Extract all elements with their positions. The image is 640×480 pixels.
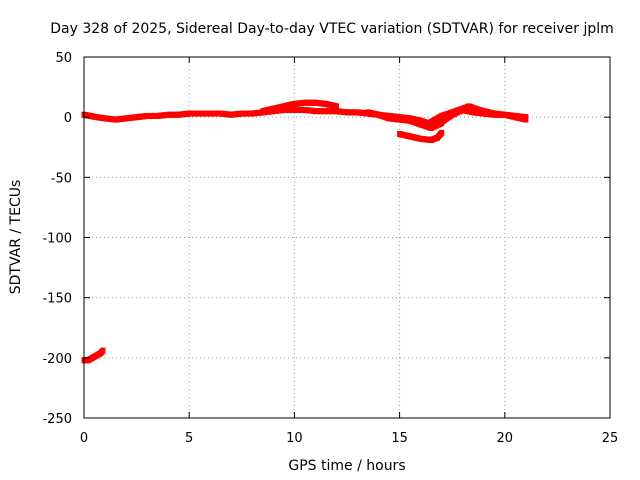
series-arc-start-low	[81, 347, 106, 364]
x-axis-title: GPS time / hours	[288, 458, 405, 474]
x-tick-label: 25	[602, 431, 619, 446]
x-tick-label: 10	[286, 431, 303, 446]
x-tick-label: 5	[185, 431, 193, 446]
x-tick-label: 0	[80, 431, 88, 446]
x-tick-label: 20	[497, 431, 514, 446]
y-tick-label: -200	[42, 352, 72, 367]
data-point	[333, 103, 339, 110]
chart-title: Day 328 of 2025, Sidereal Day-to-day VTE…	[50, 21, 614, 37]
data-point	[100, 347, 106, 354]
axis-ticks: 0 5 10 15 20 25 -250 -200 -150 -100 -50 0 50	[42, 51, 618, 446]
series-arc-dip-a	[365, 109, 445, 131]
data-point	[523, 116, 529, 123]
series-arc-late	[428, 103, 529, 125]
data-point	[439, 120, 445, 127]
x-tick-label: 15	[391, 431, 408, 446]
data-point	[439, 129, 445, 136]
y-tick-label: 0	[64, 111, 72, 126]
series-arc-upper	[260, 99, 339, 115]
y-tick-label: -100	[42, 232, 72, 247]
series-arc-dip-b	[397, 129, 445, 144]
y-axis-title: SDTVAR / TECUs	[8, 180, 24, 295]
y-tick-label: 50	[55, 51, 72, 66]
y-tick-label: -250	[42, 412, 72, 427]
y-tick-label: -150	[42, 292, 72, 307]
data-points	[81, 99, 529, 364]
y-tick-label: -50	[51, 171, 72, 186]
